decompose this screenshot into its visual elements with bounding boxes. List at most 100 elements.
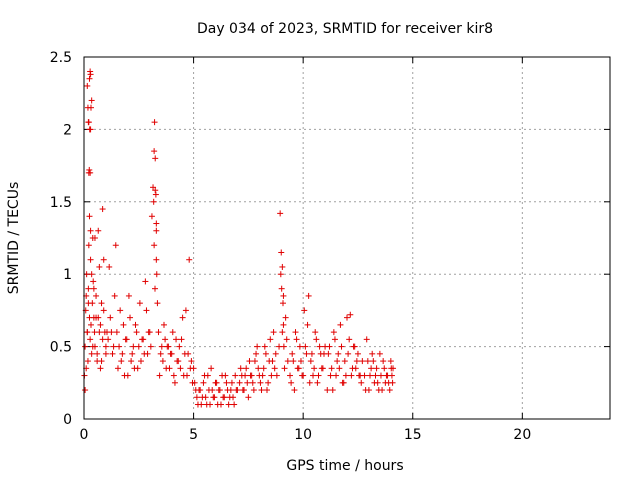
data-point	[158, 343, 165, 350]
data-point	[196, 387, 203, 394]
data-point	[204, 372, 211, 379]
data-point	[311, 365, 318, 372]
data-point	[106, 263, 113, 270]
data-point	[306, 379, 313, 386]
data-point	[270, 329, 277, 336]
data-point	[153, 271, 160, 278]
data-point	[151, 119, 158, 126]
data-point	[85, 119, 92, 126]
data-point	[174, 358, 181, 365]
data-point	[173, 336, 180, 343]
data-point	[123, 336, 130, 343]
data-point	[259, 372, 266, 379]
data-point	[84, 358, 91, 365]
data-point	[220, 394, 227, 401]
data-point	[125, 292, 132, 299]
data-point	[157, 350, 164, 357]
data-point	[261, 343, 268, 350]
data-point	[152, 155, 159, 162]
data-point	[153, 220, 160, 227]
data-point	[116, 343, 123, 350]
data-point	[86, 166, 93, 173]
data-point	[191, 379, 198, 386]
data-point	[245, 394, 252, 401]
data-point	[193, 394, 200, 401]
data-point	[97, 321, 104, 328]
data-point	[331, 336, 338, 343]
data-point	[82, 343, 89, 350]
data-point	[228, 379, 235, 386]
data-point	[114, 365, 121, 372]
data-point	[291, 387, 298, 394]
data-point	[342, 372, 349, 379]
data-point	[304, 321, 311, 328]
data-point	[310, 372, 317, 379]
data-point	[153, 256, 160, 263]
data-point	[363, 336, 370, 343]
data-point	[112, 242, 119, 249]
data-point	[155, 329, 162, 336]
data-point	[277, 210, 284, 217]
data-point	[102, 350, 109, 357]
data-point	[88, 104, 95, 111]
data-point	[185, 350, 192, 357]
data-point	[141, 350, 148, 357]
data-point	[236, 379, 243, 386]
data-point	[308, 350, 315, 357]
data-point	[88, 321, 95, 328]
data-point	[290, 358, 297, 365]
data-point	[148, 213, 155, 220]
data-point	[281, 365, 288, 372]
data-point	[152, 285, 159, 292]
data-point	[280, 343, 287, 350]
x-tick-label: 20	[513, 427, 531, 443]
data-point	[318, 365, 325, 372]
data-point	[156, 372, 163, 379]
data-point	[346, 336, 353, 343]
data-point	[90, 285, 97, 292]
y-tick-label: 0	[63, 412, 72, 428]
data-point	[283, 336, 290, 343]
data-point	[94, 358, 101, 365]
data-point	[369, 350, 376, 357]
data-point	[249, 379, 256, 386]
data-point	[182, 307, 189, 314]
data-point	[99, 336, 106, 343]
data-point	[83, 271, 90, 278]
data-point	[246, 358, 253, 365]
data-point	[382, 379, 389, 386]
data-point	[120, 321, 127, 328]
data-point	[87, 71, 94, 78]
data-point	[282, 314, 289, 321]
data-point	[327, 372, 334, 379]
data-point	[271, 365, 278, 372]
y-tick-label: 2.5	[50, 50, 72, 66]
data-point	[98, 300, 105, 307]
data-point	[257, 379, 264, 386]
data-point	[389, 379, 396, 386]
data-point	[324, 387, 331, 394]
data-point	[344, 314, 350, 321]
data-point	[356, 372, 363, 379]
data-point	[132, 321, 139, 328]
data-point	[307, 358, 314, 365]
data-point	[370, 358, 377, 365]
data-point	[287, 372, 294, 379]
data-point	[85, 300, 92, 307]
data-point	[353, 358, 360, 365]
chart-title: Day 034 of 2023, SRMTID for receiver kir…	[197, 21, 493, 37]
data-point	[86, 75, 93, 82]
tick-labels: 0 5 10 15 20 0 0.5 1 1.5 2 2.5	[50, 50, 532, 443]
data-point	[86, 126, 93, 133]
data-point	[265, 379, 272, 386]
data-point	[250, 387, 257, 394]
data-point	[325, 350, 332, 357]
data-point	[251, 358, 258, 365]
data-point	[313, 336, 320, 343]
data-point	[362, 387, 369, 394]
data-point	[110, 343, 117, 350]
data-point	[288, 379, 295, 386]
data-point	[87, 169, 94, 176]
data-point	[209, 387, 216, 394]
